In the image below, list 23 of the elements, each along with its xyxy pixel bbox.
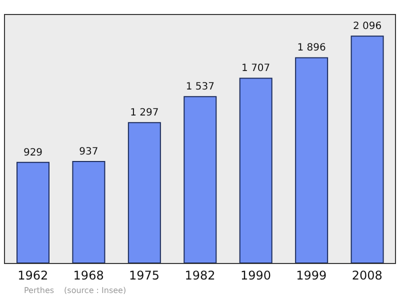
bar	[128, 122, 161, 263]
x-tick-label: 1990	[240, 268, 271, 283]
data-label: 1 707	[242, 63, 270, 74]
x-tick-label: 1968	[73, 268, 104, 283]
bar	[184, 96, 217, 263]
data-label: 937	[79, 146, 98, 158]
x-tick-label: 1975	[129, 268, 160, 283]
data-label: 1 297	[130, 108, 159, 119]
bar	[350, 36, 384, 263]
bar	[239, 78, 272, 263]
x-tick-label: 1962	[18, 268, 48, 283]
bar	[295, 57, 328, 263]
x-tick-label: 1982	[184, 268, 216, 283]
bar	[72, 161, 106, 263]
data-label: 2 096	[352, 21, 382, 32]
x-tick-label: 2008	[352, 268, 382, 283]
data-label: 929	[23, 147, 43, 158]
bar	[16, 162, 50, 263]
data-label: 1 537	[186, 82, 214, 93]
x-tick-label: 1999	[296, 268, 327, 283]
text: Perthes	[24, 286, 54, 295]
data-label: 1 896	[297, 42, 326, 54]
text: (source : Insee)	[64, 286, 126, 295]
